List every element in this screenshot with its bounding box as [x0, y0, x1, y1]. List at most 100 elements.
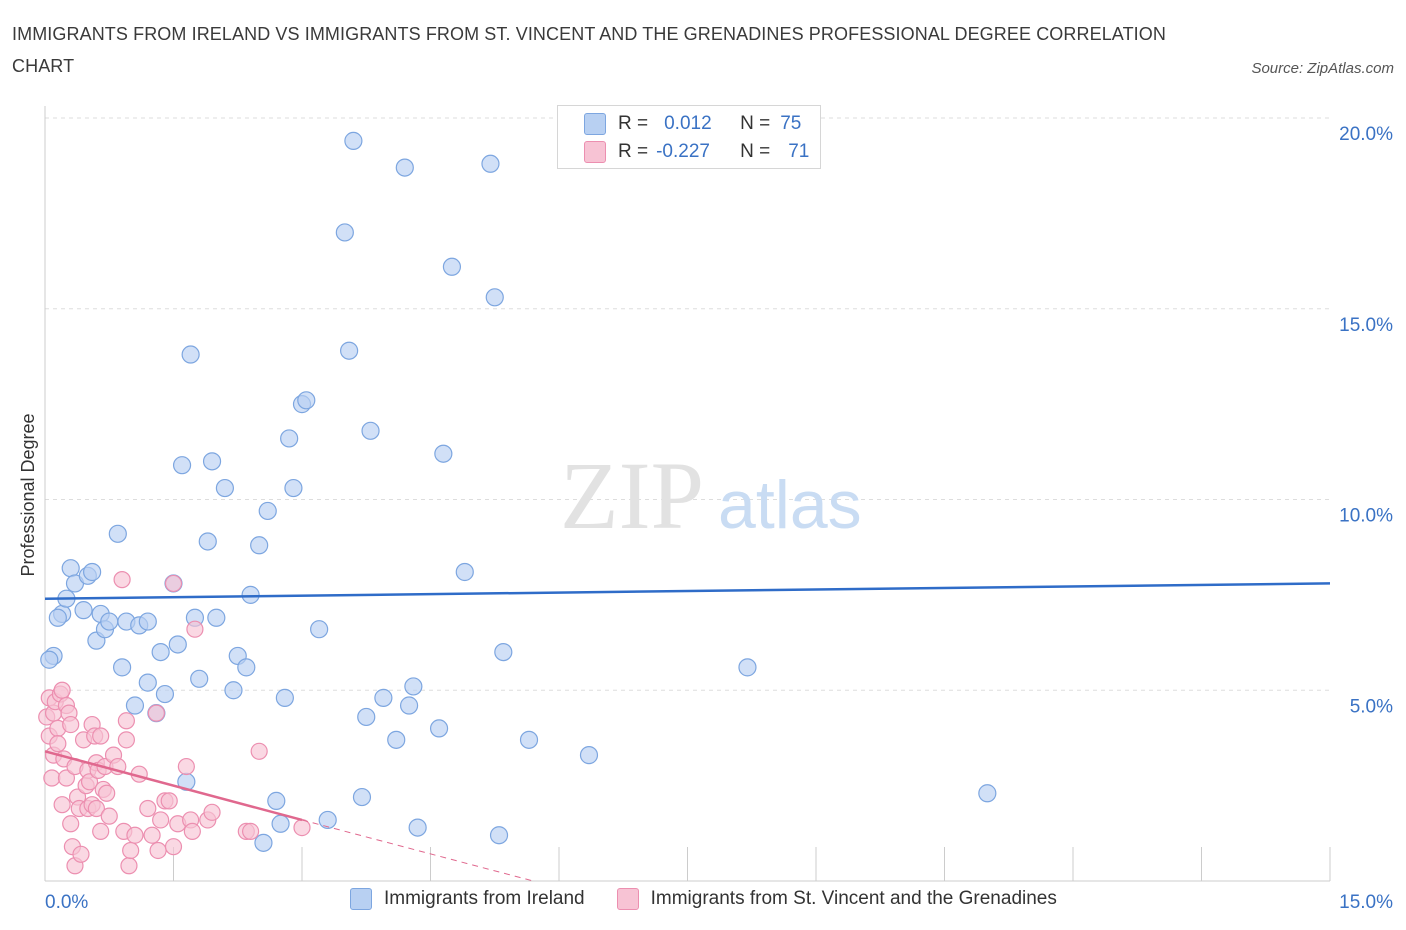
- series-legend: Immigrants from Ireland Immigrants from …: [350, 888, 1089, 910]
- point-st-vincent: [143, 826, 161, 844]
- point-ireland: [138, 612, 157, 631]
- point-st-vincent: [242, 822, 260, 841]
- legend-row-st-vincent: R = -0.227 N = 71: [584, 139, 809, 165]
- point-ireland: [335, 223, 354, 242]
- series-legend-ireland: Immigrants from Ireland: [350, 888, 585, 910]
- series-swatch-blue: [350, 888, 372, 910]
- point-st-vincent: [53, 681, 71, 699]
- point-st-vincent: [80, 773, 99, 791]
- x-tick-label: 0.0%: [45, 892, 88, 913]
- point-st-vincent: [164, 838, 183, 856]
- tick-labels: 5.0% 10.0% 15.0% 20.0% 0.0% 15.0%: [45, 124, 1393, 913]
- legend-r-label: R =: [618, 141, 649, 162]
- point-ireland: [83, 562, 102, 582]
- point-st-vincent: [250, 742, 268, 760]
- point-st-vincent: [126, 826, 144, 844]
- point-ireland: [280, 429, 299, 448]
- point-ireland: [155, 684, 175, 704]
- point-ireland: [310, 620, 329, 639]
- point-st-vincent: [72, 845, 90, 863]
- correlation-legend: R = 0.012 N = 75 R = -0.227 N = 71: [557, 105, 821, 169]
- point-ireland: [442, 257, 462, 276]
- point-ireland: [108, 524, 127, 543]
- point-ireland: [579, 746, 599, 765]
- point-st-vincent: [43, 769, 61, 787]
- point-st-vincent: [92, 822, 110, 841]
- point-ireland: [151, 642, 170, 662]
- point-ireland: [125, 696, 145, 715]
- data-points: [38, 131, 997, 875]
- point-ireland: [455, 562, 474, 582]
- point-ireland: [112, 658, 132, 677]
- point-st-vincent: [98, 784, 116, 802]
- point-ireland: [224, 681, 243, 700]
- point-ireland: [74, 601, 93, 620]
- legend-n-label: N =: [740, 113, 771, 134]
- trend-line-ireland: [44, 582, 1331, 600]
- watermark-zip: ZIP: [560, 442, 704, 549]
- grid: [45, 117, 1330, 691]
- point-ireland: [267, 791, 286, 810]
- point-ireland: [738, 658, 757, 677]
- point-ireland: [352, 787, 372, 807]
- point-st-vincent: [62, 715, 80, 734]
- point-st-vincent: [203, 803, 221, 821]
- point-ireland: [48, 608, 67, 627]
- point-ireland: [357, 707, 376, 727]
- point-ireland: [284, 478, 303, 498]
- point-st-vincent: [186, 620, 204, 638]
- point-st-vincent: [164, 574, 183, 593]
- series-swatch-pink: [616, 888, 639, 910]
- point-st-vincent: [113, 571, 131, 589]
- point-ireland: [190, 669, 209, 688]
- legend-r-label: R =: [618, 113, 649, 134]
- point-st-vincent: [152, 811, 170, 829]
- point-ireland: [318, 810, 337, 830]
- point-st-vincent: [139, 799, 157, 818]
- point-ireland: [408, 818, 427, 837]
- y-tick-label: 15.0%: [1339, 315, 1393, 336]
- point-ireland: [399, 696, 419, 715]
- legend-swatch-pink: [584, 141, 606, 163]
- point-ireland: [202, 452, 222, 471]
- point-ireland: [250, 536, 269, 555]
- point-ireland: [340, 341, 359, 360]
- point-ireland: [344, 131, 363, 150]
- watermark-atlas: atlas: [718, 467, 862, 543]
- point-ireland: [485, 288, 504, 307]
- point-ireland: [258, 501, 277, 521]
- point-ireland: [481, 154, 500, 173]
- point-st-vincent: [293, 818, 311, 837]
- series-legend-label: Immigrants from St. Vincent and the Gren…: [650, 888, 1057, 909]
- point-st-vincent: [117, 731, 135, 749]
- point-ireland: [429, 719, 449, 738]
- point-ireland: [181, 345, 200, 364]
- point-ireland: [254, 833, 273, 852]
- source-label: Source: ZipAtlas.com: [1251, 60, 1394, 77]
- point-ireland: [61, 559, 80, 578]
- point-ireland: [374, 688, 393, 707]
- trend-lines: [44, 582, 1331, 882]
- x-tick-label: 15.0%: [1339, 892, 1393, 913]
- trend-line-st-vincent: [44, 750, 303, 822]
- chart-title: IMMIGRANTS FROM IRELAND VS IMMIGRANTS FR…: [12, 24, 1166, 76]
- point-ireland: [271, 814, 290, 833]
- point-st-vincent: [57, 769, 76, 787]
- series-legend-st-vincent: Immigrants from St. Vincent and the Gren…: [616, 888, 1057, 910]
- point-ireland: [395, 158, 414, 177]
- point-ireland: [168, 635, 187, 654]
- point-st-vincent: [120, 857, 138, 875]
- legend-r-value: -0.227: [656, 141, 710, 162]
- point-st-vincent: [117, 712, 135, 730]
- point-ireland: [978, 784, 997, 803]
- point-st-vincent: [49, 735, 67, 753]
- point-ireland: [172, 456, 192, 475]
- point-st-vincent: [183, 822, 201, 841]
- legend-n-label: N =: [740, 141, 771, 162]
- point-ireland: [100, 612, 119, 631]
- point-st-vincent: [53, 796, 71, 814]
- y-axis-label: Professional Degree: [18, 413, 38, 576]
- y-tick-label: 10.0%: [1339, 506, 1393, 527]
- point-st-vincent: [160, 792, 178, 810]
